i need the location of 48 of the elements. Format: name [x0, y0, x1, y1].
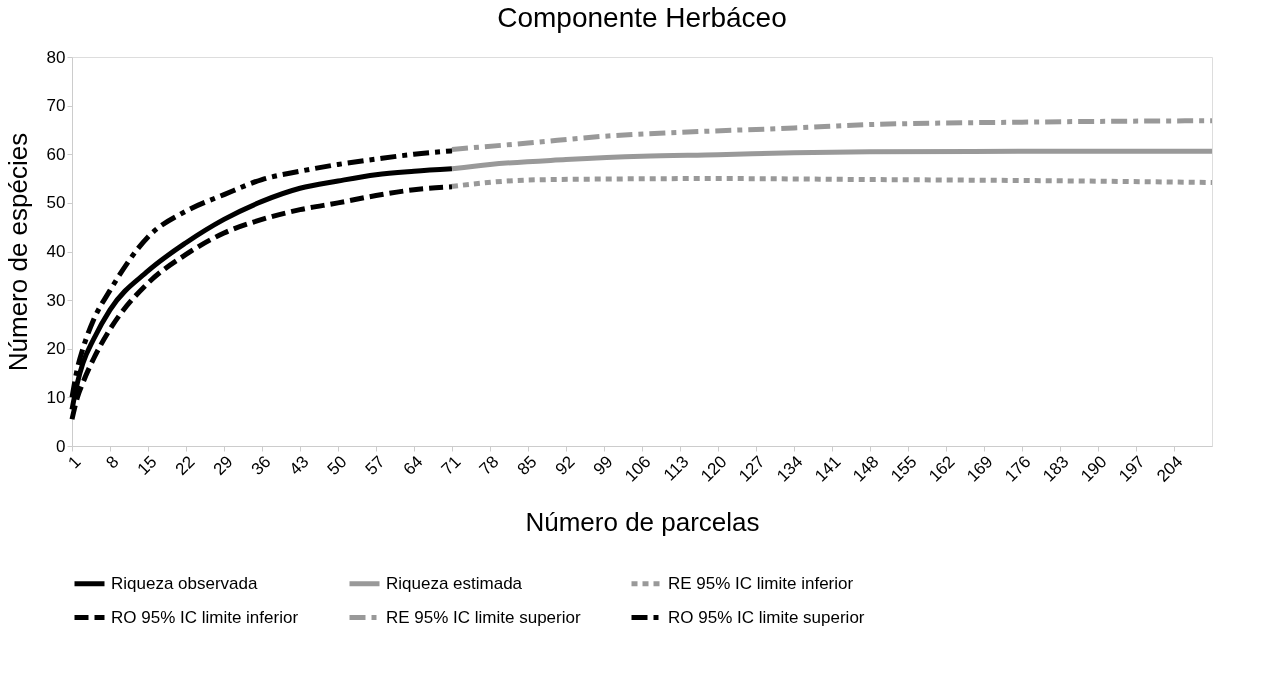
x-tick-label: 92: [551, 452, 579, 479]
x-tick-label: 8: [102, 452, 123, 473]
x-tick-label: 1: [64, 452, 85, 473]
y-axis-title: Número de espécies: [2, 132, 33, 372]
legend-label: Riqueza observada: [111, 573, 259, 593]
y-tick-label: 0: [56, 436, 66, 456]
y-tick-label: 80: [46, 47, 66, 67]
x-tick-label: 176: [1001, 452, 1035, 486]
y-tick-label: 50: [46, 193, 66, 213]
y-tick-label: 40: [46, 242, 66, 261]
x-tick-label: 106: [621, 452, 655, 486]
legend-label: RO 95% IC limite superior: [668, 607, 865, 627]
legend-label: RE 95% IC limite superior: [386, 607, 581, 627]
x-tick-label: 120: [697, 452, 731, 486]
x-tick-label: 162: [925, 452, 959, 486]
x-tick-label: 50: [323, 452, 351, 479]
x-tick-label: 134: [773, 452, 807, 486]
x-tick-label: 64: [399, 452, 427, 479]
x-tick-label: 155: [887, 452, 921, 486]
x-tick-label: 57: [361, 452, 389, 479]
x-tick-label: 22: [171, 452, 199, 479]
x-tick-label: 127: [735, 452, 769, 486]
x-tick-label: 15: [133, 452, 161, 479]
x-tick-label: 99: [589, 452, 617, 479]
x-tick-label: 113: [659, 452, 693, 485]
x-tick-label: 204: [1153, 452, 1187, 486]
x-tick-label: 36: [247, 452, 275, 479]
x-axis-title: Número de parcelas: [525, 506, 760, 537]
legend-label: Riqueza estimada: [386, 573, 523, 593]
x-tick-label: 141: [811, 452, 845, 486]
x-tick-label: 85: [513, 452, 541, 479]
x-tick-label: 197: [1115, 452, 1149, 486]
x-tick-label: 183: [1039, 452, 1073, 486]
y-tick-label: 30: [46, 290, 66, 310]
y-tick-label: 20: [46, 339, 66, 359]
x-tick-label: 71: [437, 452, 465, 479]
x-tick-label: 43: [285, 452, 313, 479]
y-tick-label: 60: [46, 144, 66, 164]
x-tick-label: 148: [849, 452, 883, 486]
legend-label: RO 95% IC limite inferior: [111, 607, 299, 627]
legend-label: RE 95% IC limite inferior: [668, 573, 854, 593]
x-tick-label: 190: [1077, 452, 1111, 486]
x-tick-label: 78: [475, 452, 503, 479]
y-tick-label: 70: [46, 96, 66, 116]
y-tick-label: 10: [46, 387, 66, 407]
x-tick-label: 169: [963, 452, 997, 486]
chart-title: Componente Herbáceo: [497, 2, 787, 33]
x-tick-label: 29: [209, 452, 237, 479]
